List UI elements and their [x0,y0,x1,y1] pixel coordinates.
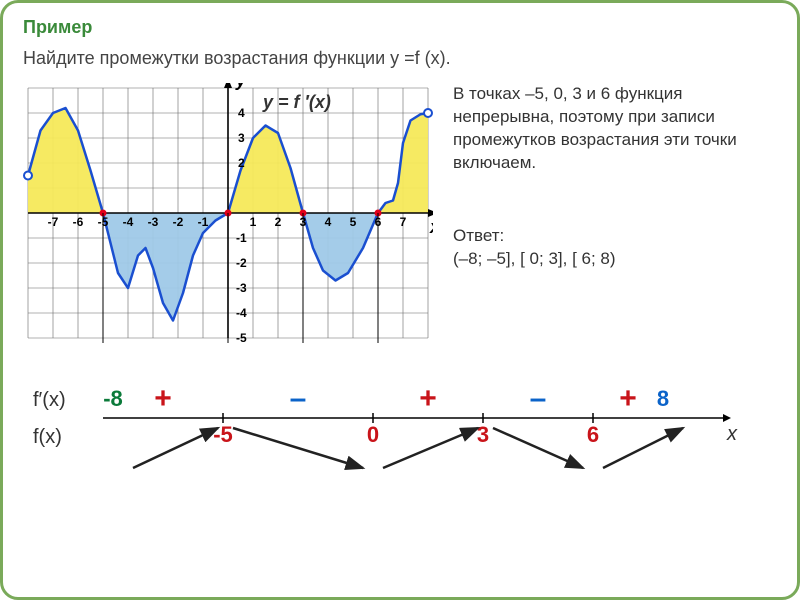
svg-text:5: 5 [350,215,357,229]
svg-text:x: x [726,423,738,445]
svg-text:-3: -3 [148,215,159,229]
title: Пример [23,17,777,38]
svg-text:f(x): f(x) [33,426,62,448]
svg-text:6: 6 [587,422,599,447]
svg-text:3: 3 [238,131,245,145]
svg-text:-5: -5 [213,422,233,447]
chart: -7-6-5-4-3-2-11234567234-1-2-3-4-5xyy = … [23,83,433,343]
svg-text:2: 2 [275,215,282,229]
svg-text:–: – [290,382,307,415]
svg-text:y: y [235,83,247,90]
svg-text:-7: -7 [48,215,59,229]
svg-text:-5: -5 [236,331,247,343]
subtitle: Найдите промежутки возрастания функции у… [23,48,777,69]
answer-label: Ответ: [453,226,504,245]
main-row: -7-6-5-4-3-2-11234567234-1-2-3-4-5xyy = … [23,83,777,343]
svg-text:8: 8 [657,386,669,411]
svg-text:-8: -8 [103,386,123,411]
explanation-text: В точках –5, 0, 3 и 6 функция непрерывна… [453,83,777,175]
svg-text:-4: -4 [123,215,134,229]
svg-text:0: 0 [367,422,379,447]
svg-text:-2: -2 [236,256,247,270]
svg-text:3: 3 [477,422,489,447]
svg-text:+: + [419,382,437,415]
svg-text:-6: -6 [73,215,84,229]
svg-text:7: 7 [400,215,407,229]
side-column: В точках –5, 0, 3 и 6 функция непрерывна… [453,83,777,343]
chart-svg: -7-6-5-4-3-2-11234567234-1-2-3-4-5xyy = … [23,83,433,343]
svg-text:1: 1 [250,215,257,229]
svg-text:-2: -2 [173,215,184,229]
svg-text:-3: -3 [236,281,247,295]
svg-text:+: + [619,382,637,415]
svg-text:-1: -1 [198,215,209,229]
svg-text:+: + [154,382,172,415]
svg-text:4: 4 [238,106,245,120]
sign-svg: f′(x) f(x) x -8 8 -5 0 3 6 + – + – + [23,363,743,483]
svg-text:y = f ′(x): y = f ′(x) [262,92,331,112]
svg-text:4: 4 [325,215,332,229]
slide-container: Пример Найдите промежутки возрастания фу… [0,0,800,600]
svg-text:-4: -4 [236,306,247,320]
svg-text:2: 2 [238,156,245,170]
svg-text:–: – [530,382,547,415]
answer-value: (–8; –5], [ 0; 3], [ 6; 8) [453,249,616,268]
answer-block: Ответ: (–8; –5], [ 0; 3], [ 6; 8) [453,225,777,271]
svg-text:f′(x): f′(x) [33,389,66,411]
svg-text:-1: -1 [236,231,247,245]
sign-line: f′(x) f(x) x -8 8 -5 0 3 6 + – + – + [23,363,743,483]
svg-text:x: x [429,217,433,237]
